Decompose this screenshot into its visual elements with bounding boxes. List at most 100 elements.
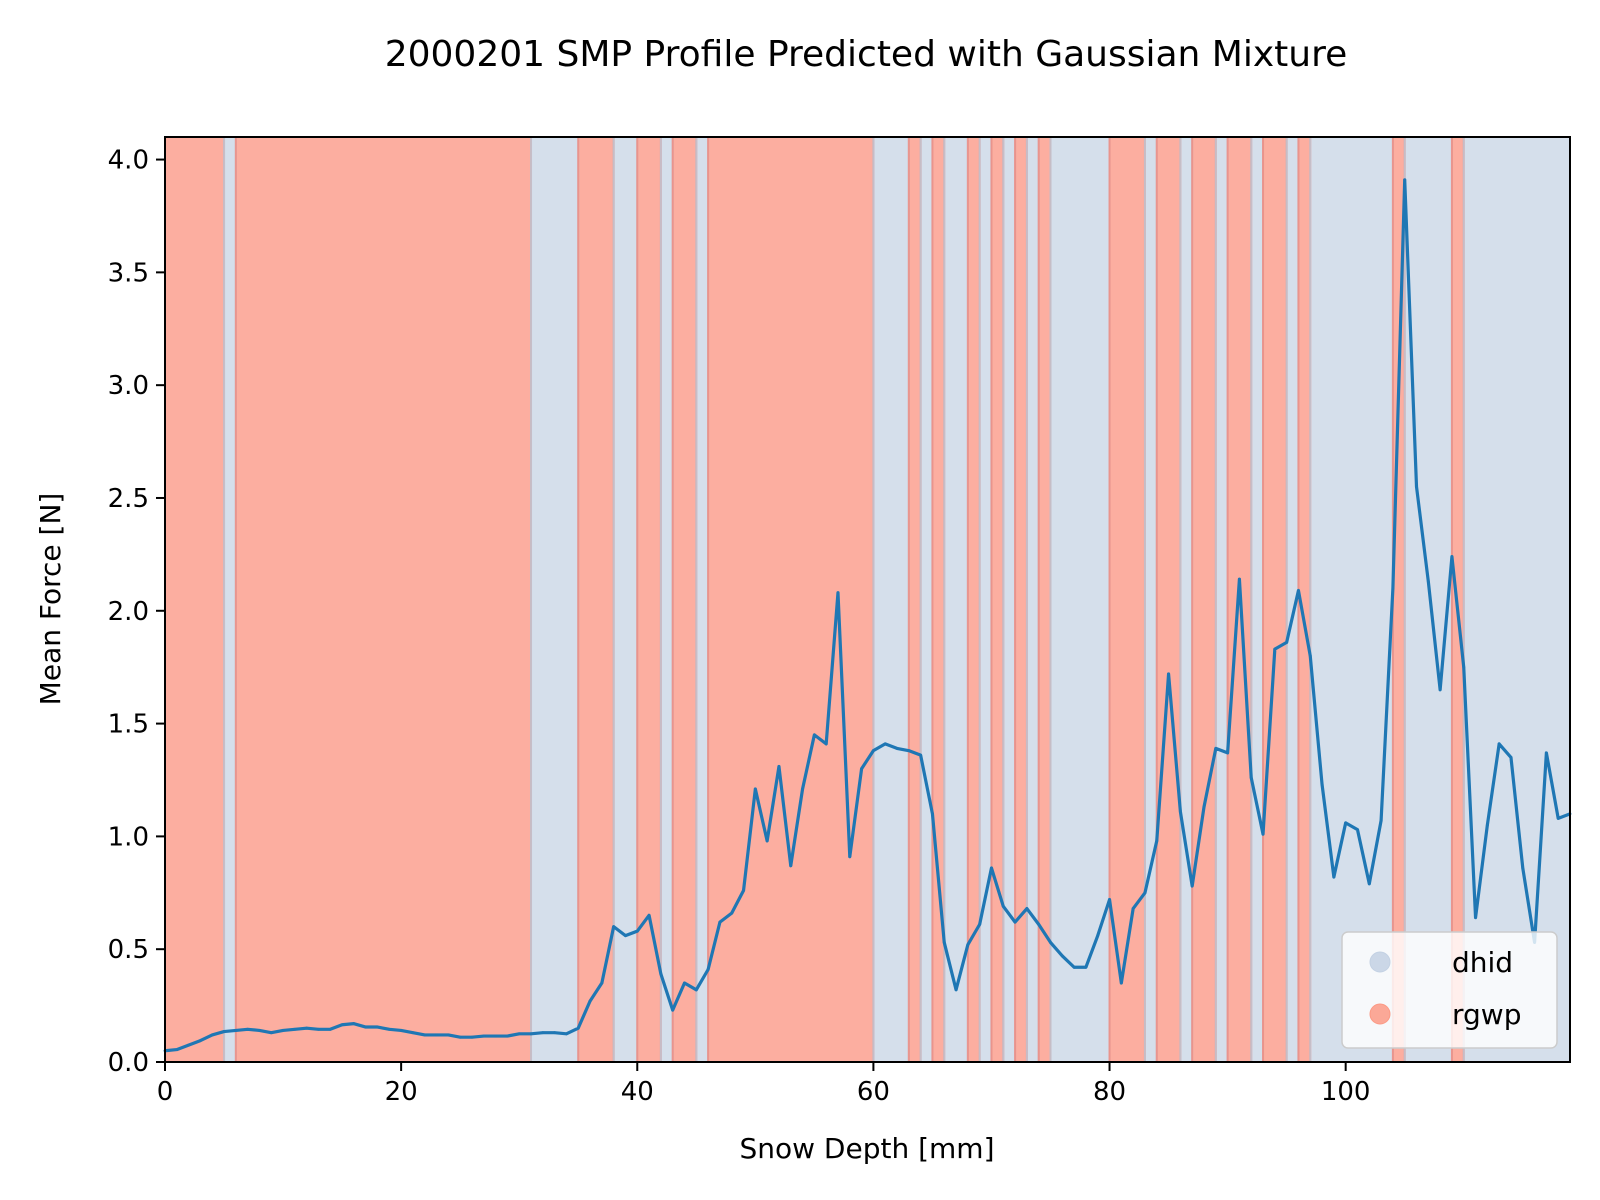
band-dhid-31 xyxy=(1251,137,1264,1062)
x-tick-label: 60 xyxy=(857,1077,890,1107)
data-point xyxy=(1391,586,1395,590)
data-point xyxy=(659,972,663,976)
band-dhid-13 xyxy=(920,137,933,1062)
legend-box xyxy=(1341,931,1558,1049)
y-tick-label: 0.0 xyxy=(108,1048,149,1078)
data-point xyxy=(222,1030,226,1033)
data-point xyxy=(1060,954,1064,958)
band-rgwp-32 xyxy=(1263,137,1287,1062)
data-point xyxy=(1285,640,1289,644)
data-point xyxy=(1544,751,1548,755)
data-point xyxy=(446,1033,450,1037)
data-point xyxy=(187,1043,191,1047)
data-point xyxy=(801,787,804,791)
data-point xyxy=(1155,839,1159,843)
data-point xyxy=(812,733,816,737)
data-point xyxy=(1556,816,1560,820)
y-tick-label: 3.5 xyxy=(108,258,149,288)
data-point xyxy=(281,1029,285,1032)
band-dhid-11 xyxy=(873,137,909,1062)
data-point xyxy=(635,929,639,933)
data-point xyxy=(293,1027,297,1031)
data-point xyxy=(199,1039,202,1042)
data-point xyxy=(872,749,875,753)
data-point xyxy=(765,839,769,843)
data-point xyxy=(565,1032,568,1036)
data-point xyxy=(553,1031,557,1035)
data-point xyxy=(706,968,710,971)
data-point xyxy=(458,1035,462,1039)
x-axis: 0 20 40 60 80 100 xyxy=(157,1062,1371,1107)
data-point xyxy=(1462,665,1466,669)
data-point xyxy=(1426,580,1430,583)
data-point xyxy=(753,787,757,791)
x-tick-label: 100 xyxy=(1321,1077,1371,1107)
data-point xyxy=(990,866,993,870)
data-point xyxy=(683,981,686,985)
data-point xyxy=(742,889,745,892)
class-bands xyxy=(165,137,1570,1062)
data-point xyxy=(777,765,781,768)
plot-area xyxy=(163,178,1572,1053)
data-point xyxy=(1367,882,1371,886)
y-tick-label: 1.5 xyxy=(108,710,149,740)
band-dhid-25 xyxy=(1144,137,1157,1062)
legend-marker-dhid xyxy=(1369,951,1391,973)
y-tick-label: 1.0 xyxy=(108,822,149,852)
data-point xyxy=(411,1031,415,1035)
y-axis: 0.0 0.5 1.0 1.5 2.0 2.5 3.0 3.5 4.0 xyxy=(108,146,165,1078)
data-point xyxy=(1096,934,1100,938)
data-point xyxy=(1332,875,1336,879)
data-point xyxy=(435,1033,438,1037)
legend-label-rgwp: rgwp xyxy=(1452,998,1521,1031)
data-point xyxy=(1013,920,1017,924)
band-rgwp-26 xyxy=(1156,137,1181,1062)
data-point xyxy=(1344,821,1348,825)
series-line-0 xyxy=(164,178,1571,1053)
band-dhid-21 xyxy=(1026,137,1039,1062)
band-rgwp-2 xyxy=(235,137,532,1062)
data-point xyxy=(647,913,651,917)
y-axis-label: Mean Force [N] xyxy=(34,493,67,706)
data-point xyxy=(1308,654,1312,658)
data-point xyxy=(966,943,970,947)
data-point xyxy=(1379,819,1383,822)
data-point xyxy=(541,1031,545,1035)
data-point xyxy=(824,742,828,746)
data-point xyxy=(317,1027,320,1031)
band-rgwp-14 xyxy=(932,137,945,1062)
data-point xyxy=(470,1035,474,1039)
data-point xyxy=(895,747,899,750)
x-tick-label: 40 xyxy=(621,1077,654,1107)
data-point xyxy=(730,911,734,915)
data-point xyxy=(1167,672,1170,676)
data-point xyxy=(1025,907,1029,910)
data-point xyxy=(517,1032,521,1036)
band-rgwp-34 xyxy=(1298,137,1311,1062)
y-tick-label: 0.5 xyxy=(108,935,149,965)
data-point xyxy=(718,920,722,924)
data-point xyxy=(1238,577,1241,581)
legend-marker-rgwp xyxy=(1369,1003,1391,1025)
data-point xyxy=(305,1026,309,1030)
data-point xyxy=(1108,898,1111,901)
data-point xyxy=(1450,555,1454,559)
data-point xyxy=(789,864,793,868)
data-point xyxy=(529,1032,533,1036)
data-point xyxy=(1273,647,1277,651)
band-dhid-5 xyxy=(613,137,638,1062)
band-rgwp-6 xyxy=(637,137,661,1062)
data-point xyxy=(1509,756,1513,759)
y-tick-label: 2.5 xyxy=(108,484,149,514)
band-dhid-29 xyxy=(1215,137,1228,1062)
data-point xyxy=(1001,904,1005,908)
data-point xyxy=(364,1025,368,1029)
data-point xyxy=(328,1027,332,1031)
band-rgwp-22 xyxy=(1038,137,1051,1062)
data-point xyxy=(836,591,840,595)
x-tick-label: 80 xyxy=(1093,1077,1126,1107)
band-dhid-39 xyxy=(1463,137,1570,1062)
x-axis-label: Snow Depth [mm] xyxy=(739,1132,994,1165)
data-point xyxy=(848,855,852,859)
data-point xyxy=(694,988,698,992)
